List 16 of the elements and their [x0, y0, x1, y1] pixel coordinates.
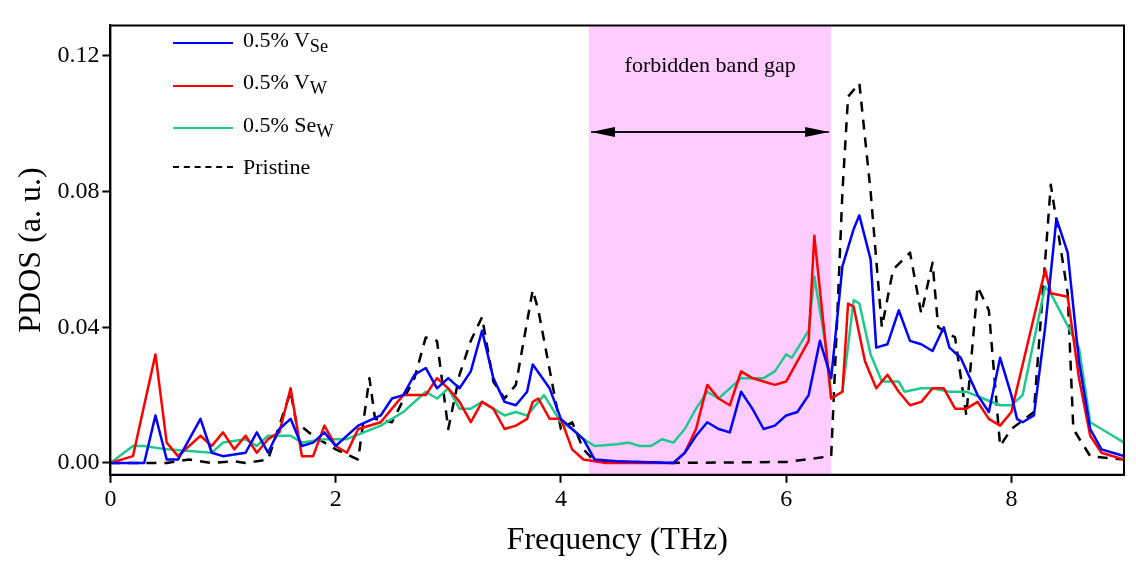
x-tick-label: 2	[329, 485, 342, 512]
x-tick-label: 4	[554, 485, 567, 512]
y-tick-label: 0.00	[57, 448, 100, 475]
legend-label: Pristine	[243, 153, 311, 182]
y-tick-label: 0.08	[57, 176, 100, 203]
x-tick-label: 0	[104, 485, 117, 512]
y-tick-label: 0.04	[57, 312, 100, 339]
y-tick-label: 0.12	[57, 41, 100, 68]
legend-label: 0.5% V$_{W}$	[243, 68, 328, 101]
y-axis-title: PDOS (a. u.)	[10, 167, 47, 333]
legend-label: 0.5% V$_{Se}$	[243, 26, 329, 59]
legend-label: 0.5% Se$_{W}$	[243, 110, 334, 144]
x-tick-label: 6	[780, 485, 793, 512]
band-label: forbidden band gap	[624, 52, 796, 78]
x-axis-title: Frequency (THz)	[506, 520, 728, 557]
x-tick-label: 8	[1005, 485, 1018, 512]
